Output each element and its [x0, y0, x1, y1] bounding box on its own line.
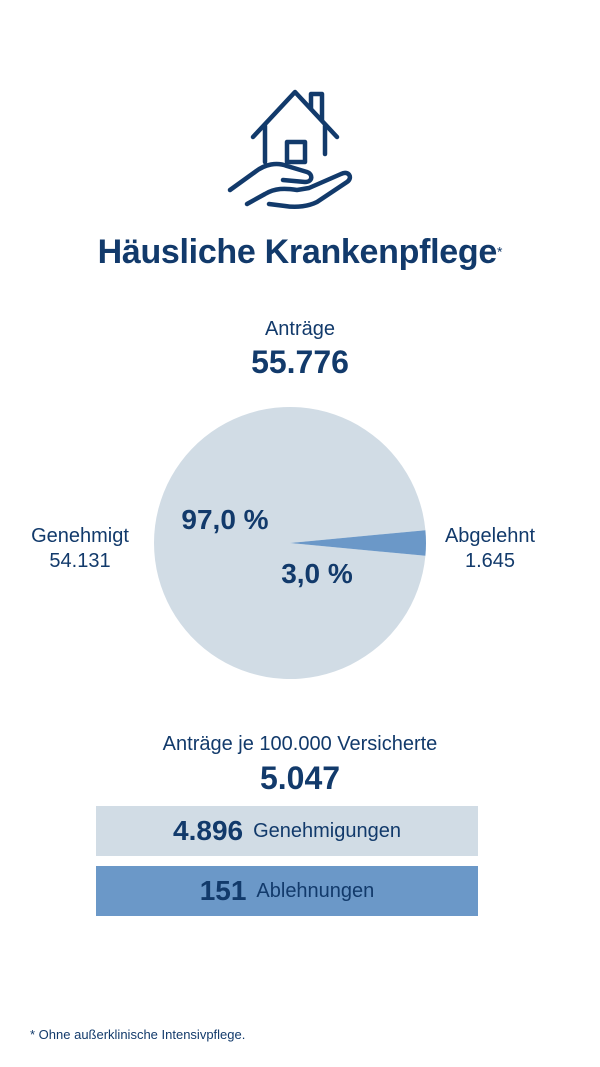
legend-abgelehnt-value: 1.645 [464, 550, 516, 572]
antraege-value: 55.776 [251, 344, 349, 380]
bar-ablehnungen-label: Ablehnungen [256, 879, 375, 902]
pie-slice-abgelehnt [290, 530, 426, 556]
title-footnote-marker: * [496, 243, 503, 260]
bar-ablehnungen-number: 151 [199, 875, 247, 906]
bar-genehmigungen: 4.896 Genehmigungen [96, 806, 478, 856]
per-insured-label: Anträge je 100.000 Versicherte [162, 733, 438, 755]
pie-label-genehmigt: 97,0 % [181, 504, 268, 535]
legend-genehmigt-label: Genehmigt [31, 525, 129, 547]
pie-slice-genehmigt [154, 407, 426, 679]
bar-genehmigungen-label: Genehmigungen [253, 819, 401, 842]
bar-ablehnungen: 151 Ablehnungen [96, 866, 478, 916]
legend-genehmigt-value: 54.131 [49, 550, 111, 572]
footnote: * Ohne außerklinische Intensivpflege. [30, 1027, 246, 1042]
page-title: Häusliche Krankenpflege* [0, 233, 600, 272]
bar-genehmigungen-number: 4.896 [173, 815, 244, 846]
title-text: Häusliche Krankenpflege [97, 233, 498, 271]
antraege-label: Anträge [264, 318, 336, 340]
pie-label-abgelehnt: 3,0 % [281, 558, 353, 589]
legend-abgelehnt-label: Abgelehnt [444, 525, 536, 547]
house-in-hand-icon [227, 89, 353, 210]
per-insured-value: 5.047 [259, 760, 341, 796]
legend-abgelehnt: Abgelehnt 1.645 [430, 524, 550, 574]
legend-genehmigt: Genehmigt 54.131 [10, 524, 150, 574]
applications-pie-chart: 97,0 % 3,0 % [154, 407, 426, 679]
